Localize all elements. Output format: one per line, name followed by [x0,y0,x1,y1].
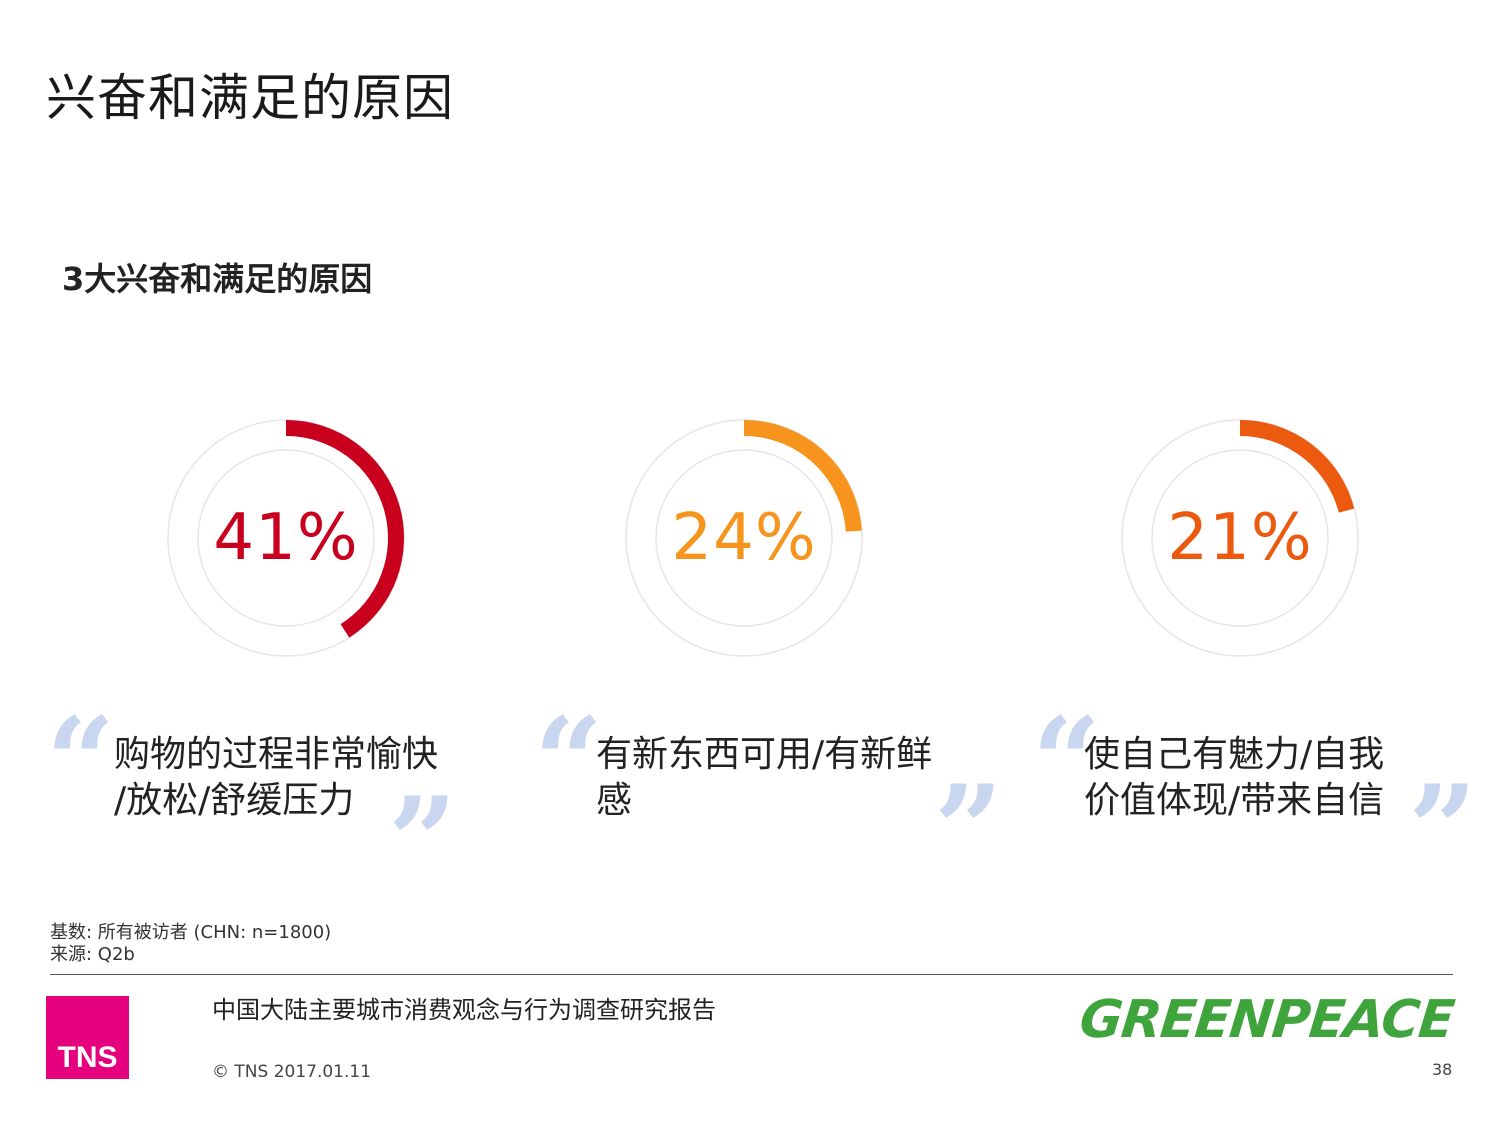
copyright: © TNS 2017.01.11 [212,1062,372,1082]
reason-3-line-2: 价值体现/带来自信 [1084,780,1385,821]
donut-svg-2 [625,419,863,657]
page-title: 兴奋和满足的原因 [46,69,454,127]
reason-text-2: 有新东西可用/有新鲜 感 [596,732,932,824]
close-quote-icon-3: ” [1408,759,1478,900]
greenpeace-logo: GREENPEACE [1076,990,1457,1050]
report-title: 中国大陆主要城市消费观念与行为调查研究报告 [212,996,716,1024]
donut-arc-3 [1239,420,1355,513]
section-subtitle: 3大兴奋和满足的原因 [62,260,373,298]
donut-value-3: 21% [1167,501,1313,575]
reason-1-line-1: 购物的过程非常愉快 [114,734,439,775]
reason-1-line-2: /放松/舒缓压力 [114,780,355,821]
reason-text-3: 使自己有魅力/自我 价值体现/带来自信 [1084,732,1384,824]
donut-chart-2: 24% [624,418,864,658]
footnote-base: 基数: 所有被访者 (CHN: n=1800) [50,922,332,943]
close-quote-icon-1: ” [388,771,458,912]
donut-chart-1: 41% [166,418,406,658]
donut-inner-track-2 [655,449,833,627]
footer-divider [50,974,1453,975]
open-quote-icon-3: “ [1032,691,1102,832]
close-quote-icon-2: ” [934,759,1004,900]
footnote-source: 来源: Q2b [50,944,135,965]
donut-arc-1 [285,420,404,638]
donut-value-1: 41% [213,501,359,575]
donut-inner-track-1 [197,449,375,627]
reason-3-line-1: 使自己有魅力/自我 [1084,734,1385,775]
donut-svg-1 [167,419,405,657]
page-number: 38 [1432,1060,1453,1079]
footnote: 基数: 所有被访者 (CHN: n=1800) 来源: Q2b [50,922,331,966]
donut-value-2: 24% [671,501,817,575]
reason-2-line-2: 感 [596,780,633,821]
donut-svg-3 [1121,419,1359,657]
reason-text-1: 购物的过程非常愉快 /放松/舒缓压力 [114,732,438,824]
donut-inner-track-3 [1151,449,1329,627]
donut-chart-3: 21% [1120,418,1360,658]
open-quote-icon-2: “ [534,691,604,832]
open-quote-icon-1: “ [46,691,116,832]
donut-arc-2 [743,420,862,532]
reason-2-line-1: 有新东西可用/有新鲜 [596,734,933,775]
tns-logo: TNS [46,996,129,1079]
